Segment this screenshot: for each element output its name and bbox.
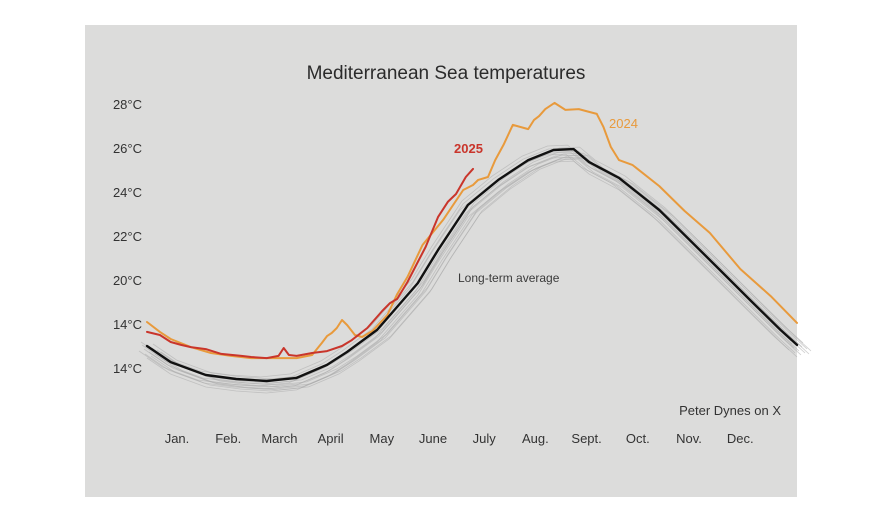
label-2025: 2025	[454, 141, 483, 156]
past-years-lines	[138, 144, 812, 394]
y-tick-label: 28°C	[113, 97, 142, 112]
x-axis: Jan. Feb. March April May June July Aug. Sept. Oc…	[165, 431, 754, 446]
label-long-term-average: Long-term average	[458, 271, 560, 285]
x-tick-label: Nov.	[676, 431, 702, 446]
x-tick-label: May	[370, 431, 395, 446]
x-tick-label: Feb.	[215, 431, 241, 446]
x-tick-label: April	[318, 431, 344, 446]
series-lines	[145, 101, 799, 383]
y-tick-label: 20°C	[113, 273, 142, 288]
past-year-line	[141, 147, 793, 381]
x-tick-label: July	[473, 431, 497, 446]
series-line-2025	[146, 167, 474, 360]
y-tick-label: 14°C	[113, 361, 142, 376]
series-line-long-term-average	[145, 147, 799, 383]
y-tick-label: 14°C	[113, 317, 142, 332]
past-year-line	[150, 158, 802, 392]
past-year-line	[158, 157, 810, 391]
past-year-line	[140, 144, 792, 378]
past-year-line	[146, 160, 798, 394]
x-tick-label: June	[419, 431, 447, 446]
x-tick-label: Sept.	[571, 431, 601, 446]
past-year-line	[152, 146, 804, 380]
past-year-line	[160, 154, 812, 388]
y-axis: 28°C 26°C 24°C 22°C 20°C 14°C 14°C	[113, 97, 142, 376]
series-line-2024	[146, 101, 798, 360]
x-tick-label: Aug.	[522, 431, 549, 446]
chart-title: Mediterranean Sea temperatures	[307, 63, 586, 84]
y-tick-label: 24°C	[113, 185, 142, 200]
y-tick-label: 26°C	[113, 141, 142, 156]
x-tick-label: Oct.	[626, 431, 650, 446]
x-tick-label: Dec.	[727, 431, 754, 446]
x-tick-label: March	[261, 431, 297, 446]
x-tick-label: Jan.	[165, 431, 190, 446]
y-tick-label: 22°C	[113, 229, 142, 244]
credit-text: Peter Dynes on X	[679, 403, 781, 418]
label-2024: 2024	[609, 116, 638, 131]
past-year-line	[138, 153, 790, 387]
